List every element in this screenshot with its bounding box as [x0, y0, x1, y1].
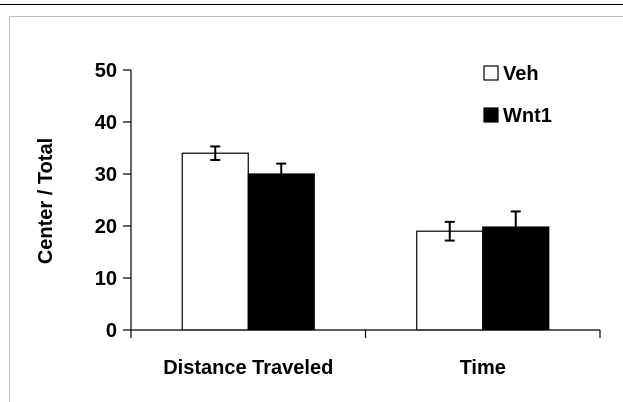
bars — [181, 145, 550, 331]
error-bar — [276, 162, 287, 186]
y-axis-ticks: 0 10 20 30 40 50 — [95, 60, 131, 342]
x-tick-label: Distance Traveled — [163, 357, 333, 379]
error-bar — [210, 145, 221, 161]
y-tick-label: 30 — [95, 164, 117, 186]
error-bar — [444, 220, 455, 242]
y-axis-title: Center / Total — [35, 138, 57, 264]
bar-veh-2 — [416, 230, 484, 331]
y-tick-label: 50 — [95, 60, 117, 82]
legend-swatch-wnt1 — [483, 107, 499, 123]
legend-label-wnt1: Wnt1 — [503, 105, 552, 127]
y-tick-label: 10 — [95, 268, 117, 290]
bar-veh-1 — [181, 152, 249, 331]
x-axis-labels: Distance Traveled Time — [163, 357, 506, 379]
y-tick-label: 40 — [95, 112, 117, 134]
legend: Veh Wnt1 — [483, 63, 552, 127]
axes — [130, 70, 601, 338]
y-tick-label: 0 — [106, 320, 117, 342]
x-tick-label: Time — [460, 357, 506, 379]
error-bar — [510, 210, 521, 244]
legend-label-veh: Veh — [503, 63, 539, 85]
y-tick-label: 20 — [95, 216, 117, 238]
legend-swatch-veh — [483, 65, 499, 81]
bar-wnt1-1 — [247, 173, 315, 331]
